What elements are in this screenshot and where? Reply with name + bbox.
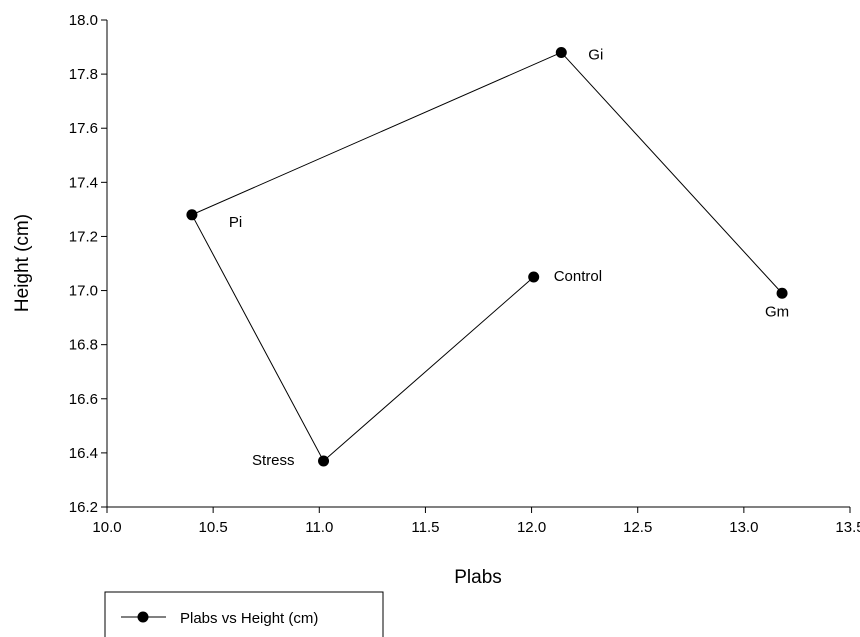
x-tick-label: 11.0: [305, 519, 333, 536]
legend: Plabs vs Height (cm): [104, 591, 384, 637]
y-tick-label: 17.0: [69, 283, 98, 300]
data-point: [555, 46, 567, 58]
y-axis-title: Height (cm): [12, 214, 33, 312]
x-tick-label: 12.0: [517, 519, 546, 536]
legend-marker: [137, 611, 149, 623]
point-label: Control: [554, 268, 602, 285]
legend-box: [104, 591, 384, 637]
series-line: [191, 51, 783, 462]
y-tick-label: 17.2: [69, 228, 98, 245]
y-ticks: 16.2 16.4 16.6 16.8 17.0 17.2 17.4 17.6 17.8 18.0: [69, 12, 107, 516]
y-tick-label: 17.4: [69, 174, 98, 191]
x-tick-label: 13.5: [835, 519, 860, 536]
data-point: [318, 455, 330, 467]
y-tick-label: 16.4: [69, 445, 98, 462]
y-tick-label: 16.8: [69, 337, 98, 354]
point-label: Gm: [765, 303, 789, 320]
y-tick-label: 16.2: [69, 499, 98, 516]
point-label: Gi: [588, 46, 603, 63]
point-label: Pi: [229, 214, 242, 231]
x-tick-label: 10.5: [199, 519, 228, 536]
data-point: [776, 287, 788, 299]
y-tick-label: 18.0: [69, 12, 98, 29]
axes: [106, 20, 850, 508]
legend-label: Plabs vs Height (cm): [180, 610, 318, 627]
x-tick-label: 10.0: [92, 519, 121, 536]
series-plabs-vs-height: Control Stress Pi Gi Gm: [186, 46, 789, 469]
y-tick-label: 16.6: [69, 391, 98, 408]
x-tick-label: 12.5: [623, 519, 652, 536]
y-tick-label: 17.8: [69, 66, 98, 83]
x-tick-label: 11.5: [411, 519, 439, 536]
data-point: [528, 271, 540, 283]
data-point: [186, 209, 198, 221]
x-tick-label: 13.0: [729, 519, 758, 536]
y-tick-label: 17.6: [69, 120, 98, 137]
x-ticks: 10.0 10.5 11.0 11.5 12.0 12.5 13.0 13.5: [92, 507, 860, 536]
x-axis-title: Plabs: [454, 567, 502, 588]
point-label: Stress: [252, 452, 295, 469]
